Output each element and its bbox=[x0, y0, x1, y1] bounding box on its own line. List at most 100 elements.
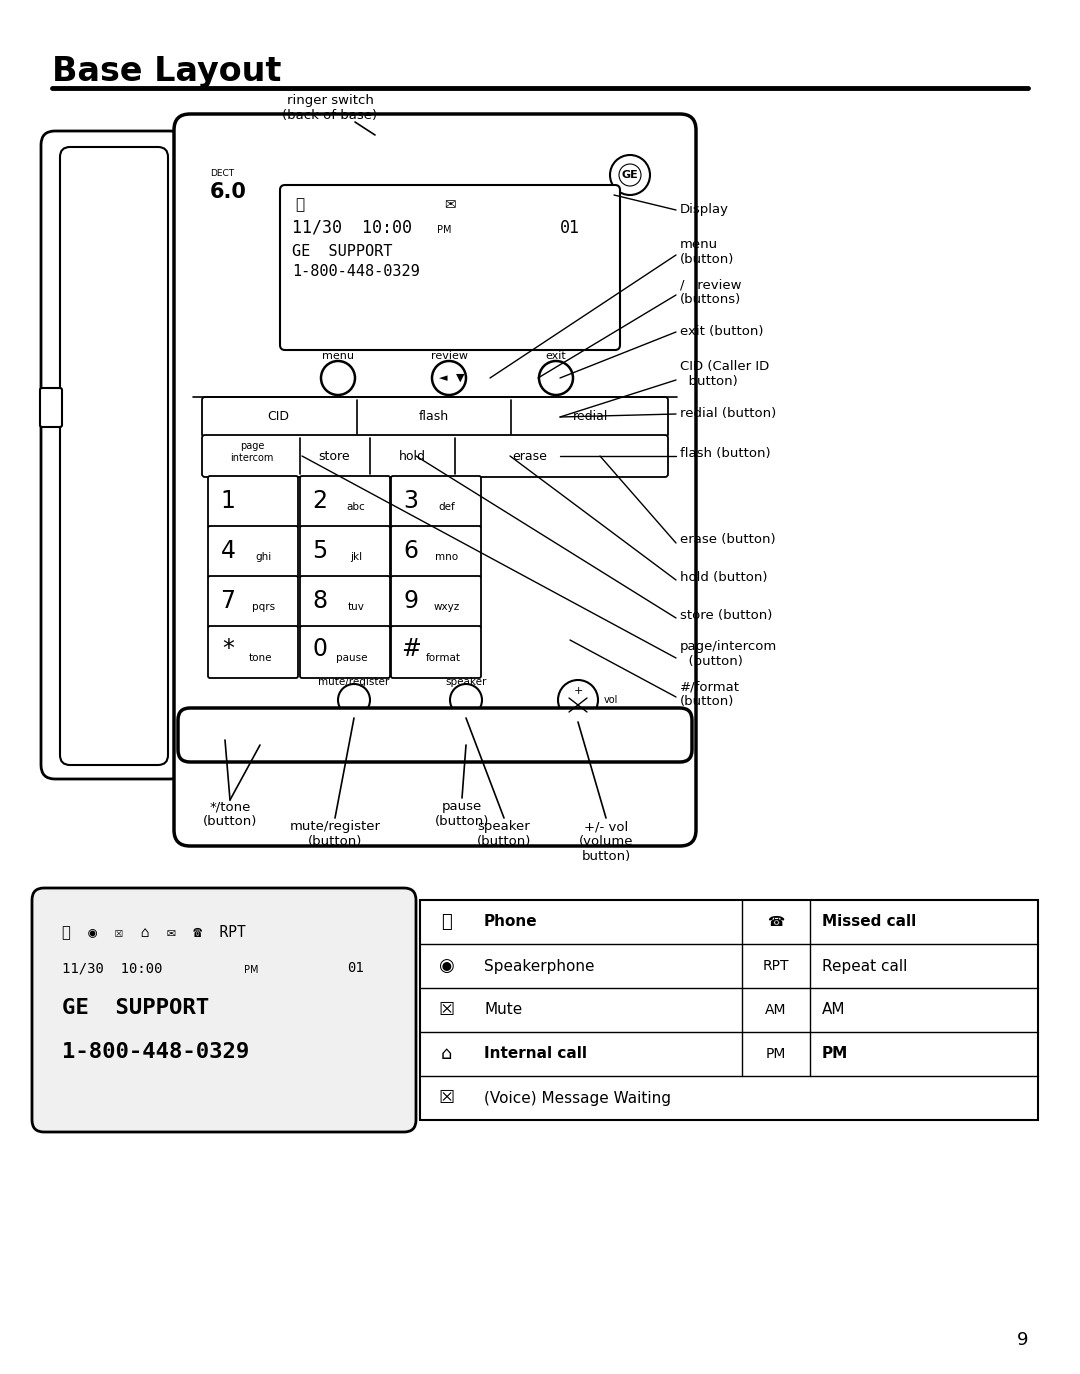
Text: 9: 9 bbox=[1016, 1331, 1028, 1349]
FancyBboxPatch shape bbox=[391, 627, 481, 677]
Text: AM: AM bbox=[766, 1003, 786, 1017]
Text: Missed call: Missed call bbox=[822, 915, 916, 929]
Text: ◉: ◉ bbox=[438, 958, 454, 976]
Text: jkl: jkl bbox=[350, 552, 362, 562]
Text: 3: 3 bbox=[404, 489, 419, 513]
Circle shape bbox=[321, 361, 355, 394]
Bar bbox=[420, 900, 1038, 1120]
Circle shape bbox=[450, 684, 482, 716]
Text: 1: 1 bbox=[220, 489, 235, 513]
Text: Internal call: Internal call bbox=[484, 1047, 588, 1062]
FancyBboxPatch shape bbox=[300, 475, 390, 528]
Text: tone: tone bbox=[248, 653, 272, 664]
Text: ☎: ☎ bbox=[768, 915, 785, 929]
Text: wxyz: wxyz bbox=[434, 602, 460, 611]
Text: */tone
(button): */tone (button) bbox=[203, 800, 257, 829]
Text: Mute: Mute bbox=[484, 1003, 523, 1018]
Text: erase (button): erase (button) bbox=[680, 533, 775, 547]
Text: RPT: RPT bbox=[762, 959, 789, 973]
Text: flash: flash bbox=[419, 411, 449, 423]
Text: ghi: ghi bbox=[256, 552, 272, 562]
Text: speaker: speaker bbox=[445, 677, 487, 687]
Text: ◄: ◄ bbox=[438, 372, 447, 383]
Text: menu
(button): menu (button) bbox=[680, 238, 734, 267]
Text: pqrs: pqrs bbox=[253, 602, 275, 611]
Text: 9: 9 bbox=[404, 589, 419, 613]
Text: 6: 6 bbox=[404, 539, 419, 563]
Text: ⤷: ⤷ bbox=[441, 912, 451, 932]
Circle shape bbox=[338, 684, 370, 716]
FancyBboxPatch shape bbox=[300, 526, 390, 578]
Text: page/intercom
  (button): page/intercom (button) bbox=[680, 640, 778, 668]
Text: +/- vol
(volume
button): +/- vol (volume button) bbox=[579, 820, 633, 863]
Text: 7: 7 bbox=[220, 589, 235, 613]
Text: mute/register
(button): mute/register (button) bbox=[289, 820, 380, 848]
Text: Display: Display bbox=[680, 203, 729, 217]
FancyBboxPatch shape bbox=[391, 576, 481, 628]
Text: #/format
(button): #/format (button) bbox=[680, 680, 740, 708]
Text: exit: exit bbox=[545, 350, 566, 361]
Text: #: # bbox=[401, 638, 421, 661]
FancyBboxPatch shape bbox=[208, 576, 298, 628]
Text: hold: hold bbox=[399, 449, 426, 463]
FancyBboxPatch shape bbox=[208, 526, 298, 578]
FancyBboxPatch shape bbox=[174, 114, 696, 846]
Text: AM: AM bbox=[822, 1003, 846, 1018]
Text: ☒: ☒ bbox=[437, 1002, 454, 1020]
Text: 0: 0 bbox=[312, 638, 327, 661]
FancyBboxPatch shape bbox=[391, 526, 481, 578]
Text: PM: PM bbox=[437, 225, 451, 235]
Text: ⌂: ⌂ bbox=[441, 1046, 451, 1063]
Text: 1-800-448-0329: 1-800-448-0329 bbox=[62, 1041, 249, 1062]
FancyBboxPatch shape bbox=[300, 627, 390, 677]
Text: mno: mno bbox=[435, 552, 459, 562]
Text: ▼: ▼ bbox=[456, 372, 464, 383]
FancyBboxPatch shape bbox=[40, 387, 62, 427]
Text: ringer switch
(back of base): ringer switch (back of base) bbox=[283, 93, 378, 122]
Text: 2: 2 bbox=[312, 489, 327, 513]
Text: hold (button): hold (button) bbox=[680, 572, 768, 584]
Text: GE  SUPPORT: GE SUPPORT bbox=[292, 245, 392, 260]
Circle shape bbox=[539, 361, 573, 394]
Text: ☒: ☒ bbox=[437, 1090, 454, 1107]
FancyBboxPatch shape bbox=[280, 185, 620, 350]
Text: menu: menu bbox=[322, 350, 354, 361]
Text: store: store bbox=[319, 449, 350, 463]
Text: pause
(button): pause (button) bbox=[435, 800, 489, 829]
Text: 11/30  10:00: 11/30 10:00 bbox=[62, 960, 162, 976]
Text: 4: 4 bbox=[220, 539, 235, 563]
Text: store (button): store (button) bbox=[680, 610, 772, 622]
Text: 1-800-448-0329: 1-800-448-0329 bbox=[292, 265, 420, 279]
Text: mute/register: mute/register bbox=[319, 677, 390, 687]
FancyBboxPatch shape bbox=[178, 708, 692, 763]
Text: (Voice) Message Waiting: (Voice) Message Waiting bbox=[484, 1091, 671, 1106]
Text: Base Layout: Base Layout bbox=[52, 55, 282, 88]
Text: GE  SUPPORT: GE SUPPORT bbox=[62, 998, 210, 1018]
Text: CID: CID bbox=[267, 411, 289, 423]
Text: Repeat call: Repeat call bbox=[822, 959, 907, 974]
Text: tuv: tuv bbox=[348, 602, 364, 611]
Text: ✉: ✉ bbox=[444, 198, 456, 212]
FancyBboxPatch shape bbox=[208, 627, 298, 677]
Text: 8: 8 bbox=[312, 589, 327, 613]
FancyBboxPatch shape bbox=[300, 576, 390, 628]
Text: def: def bbox=[438, 502, 456, 513]
Text: 01: 01 bbox=[561, 218, 580, 236]
FancyBboxPatch shape bbox=[32, 888, 416, 1132]
Text: pause: pause bbox=[336, 653, 368, 664]
Text: CID (Caller ID
  button): CID (Caller ID button) bbox=[680, 360, 769, 387]
Text: redial (button): redial (button) bbox=[680, 408, 777, 420]
Text: 6.0: 6.0 bbox=[210, 181, 247, 202]
FancyBboxPatch shape bbox=[41, 131, 184, 779]
Text: review: review bbox=[431, 350, 468, 361]
Text: 5: 5 bbox=[312, 539, 327, 563]
FancyBboxPatch shape bbox=[60, 147, 168, 765]
Text: /   review
(buttons): / review (buttons) bbox=[680, 278, 742, 306]
Circle shape bbox=[432, 361, 465, 394]
Text: 11/30  10:00: 11/30 10:00 bbox=[292, 218, 411, 236]
Text: exit (button): exit (button) bbox=[680, 326, 764, 338]
FancyBboxPatch shape bbox=[208, 475, 298, 528]
Circle shape bbox=[610, 155, 650, 195]
Text: ⤷  ◉  ☒  ⌂  ✉  ☎  RPT: ⤷ ◉ ☒ ⌂ ✉ ☎ RPT bbox=[62, 925, 246, 940]
Text: GE: GE bbox=[622, 170, 638, 180]
